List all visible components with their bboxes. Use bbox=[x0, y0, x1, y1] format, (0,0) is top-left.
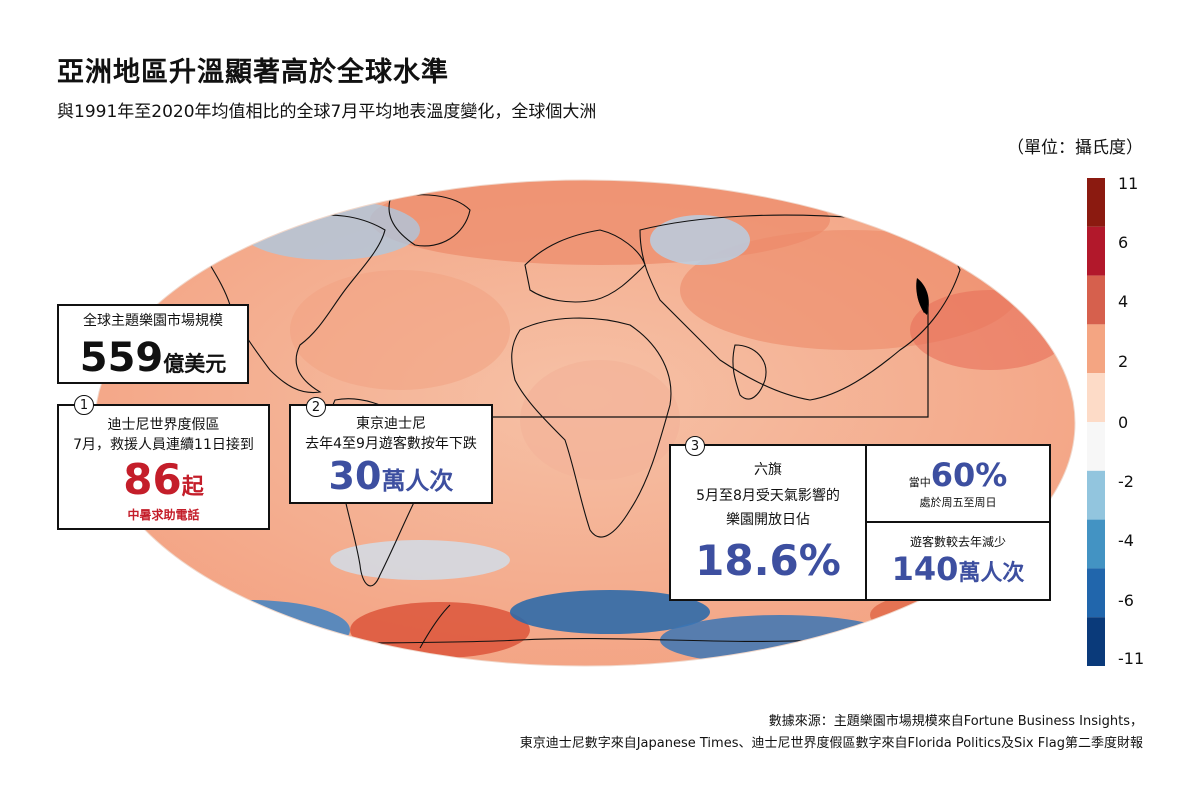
callout3-sub-b-row: 140萬人次 bbox=[867, 550, 1049, 588]
callout3-sub-b-unit: 萬人次 bbox=[958, 561, 1025, 586]
source-line-1: 數據來源：主題樂園市場規模來自Fortune Business Insights… bbox=[768, 714, 1143, 729]
page-subtitle: 與1991年至2020年均值相比的全球7月平均地表溫度變化，全球個大洲 bbox=[57, 102, 597, 122]
callout2-value: 30 bbox=[328, 454, 382, 498]
anomaly-patch bbox=[290, 270, 510, 390]
callout3-sub-a-note: 處於周五至周日 bbox=[919, 496, 997, 509]
callout3-number-badge: 3 bbox=[685, 436, 705, 456]
colorbar-seg bbox=[1087, 373, 1105, 422]
colorbar-seg bbox=[1087, 324, 1105, 374]
callout1-value-row: 86起 bbox=[59, 455, 268, 504]
callout2-line2: 去年4至9月遊客數按年下跌 bbox=[305, 436, 477, 452]
india-outline bbox=[732, 344, 767, 400]
antarctic-peninsula-outline bbox=[419, 604, 451, 649]
callout2-line1: 東京迪士尼 bbox=[356, 416, 426, 432]
callout-tokyo-disney: 東京迪士尼 去年4至9月遊客數按年下跌 30萬人次 bbox=[289, 404, 493, 504]
colorbar-seg bbox=[1087, 617, 1105, 666]
anomaly-patch bbox=[510, 590, 710, 634]
market-size-box: 全球主題樂園市場規模 559億美元 bbox=[57, 304, 249, 384]
market-size-label: 全球主題樂園市場規模 bbox=[83, 313, 223, 329]
market-size-unit: 億美元 bbox=[163, 352, 227, 376]
colorbar-seg bbox=[1087, 568, 1105, 618]
anomaly-patch bbox=[350, 602, 530, 658]
anomaly-patch bbox=[330, 540, 510, 580]
anomaly-patch bbox=[150, 600, 350, 660]
callout1-number-badge: 1 bbox=[74, 395, 94, 415]
callout3-sub-a-prefix: 當中 bbox=[908, 476, 931, 489]
callout3-line1: 六旗 bbox=[754, 462, 782, 478]
anomaly-patch bbox=[520, 360, 680, 480]
callout1-line1: 迪士尼世界度假區 bbox=[107, 417, 220, 433]
colorbar-tick: -6 bbox=[1118, 591, 1134, 610]
market-size-value-row: 559億美元 bbox=[59, 335, 247, 381]
callout3-line3: 樂園開放日佔 bbox=[726, 512, 810, 528]
colorbar bbox=[1087, 178, 1105, 666]
callout2-unit: 萬人次 bbox=[381, 467, 454, 495]
callout3-sub-a: 當中60% 處於周五至周日 bbox=[867, 446, 1049, 523]
colorbar-tick: -11 bbox=[1118, 649, 1145, 668]
colorbar-seg bbox=[1087, 275, 1105, 325]
anomaly-patch bbox=[650, 215, 750, 265]
callout2-value-row: 30萬人次 bbox=[291, 454, 491, 498]
callout1-line2: 7月，救援人員連續11日接到 bbox=[73, 437, 254, 453]
colorbar-seg bbox=[1087, 226, 1105, 276]
callout1-value: 86 bbox=[123, 455, 182, 504]
japan-highlight bbox=[916, 278, 929, 315]
callout3-sub-a-value: 60% bbox=[930, 456, 1008, 494]
anomaly-patch bbox=[240, 200, 420, 260]
callout-disney-world: 迪士尼世界度假區 7月，救援人員連續11日接到 86起 中暑求助電話 bbox=[57, 404, 270, 530]
market-size-value: 559 bbox=[79, 335, 164, 381]
greenland-outline bbox=[388, 194, 471, 247]
unit-label: （單位：攝氏度） bbox=[1007, 138, 1143, 158]
colorbar-seg bbox=[1087, 470, 1105, 520]
callout3-main: 六旗 5月至8月受天氣影響的 樂園開放日佔 18.6% bbox=[671, 446, 867, 599]
tokyo-connector-line bbox=[492, 305, 929, 418]
colorbar-tick: 11 bbox=[1118, 174, 1139, 193]
colorbar-tick: 0 bbox=[1118, 413, 1129, 432]
callout1-note: 中暑求助電話 bbox=[127, 508, 200, 522]
callout1-unit: 起 bbox=[181, 475, 204, 500]
colorbar-tick: 6 bbox=[1118, 233, 1129, 252]
colorbar-tick: -2 bbox=[1118, 472, 1134, 491]
africa-outline bbox=[511, 317, 672, 538]
callout-six-flags: 六旗 5月至8月受天氣影響的 樂園開放日佔 18.6% 當中60% 處於周五至周… bbox=[669, 444, 1051, 601]
callout3-sub-a-row: 當中60% bbox=[867, 456, 1049, 494]
colorbar-tick: 2 bbox=[1118, 352, 1129, 371]
colorbar-tick: 4 bbox=[1118, 292, 1129, 311]
anomaly-patch bbox=[910, 290, 1070, 370]
colorbar-seg bbox=[1087, 519, 1105, 569]
callout3-value: 18.6% bbox=[695, 536, 841, 585]
callout3-sub-b-label: 遊客數較去年減少 bbox=[909, 535, 1006, 549]
callout2-number-badge: 2 bbox=[306, 397, 326, 417]
colorbar-tick: -4 bbox=[1118, 531, 1134, 550]
callout3-line2: 5月至8月受天氣影響的 bbox=[696, 488, 840, 504]
page-title: 亞洲地區升溫顯著高於全球水準 bbox=[57, 57, 449, 88]
colorbar-seg bbox=[1087, 422, 1105, 471]
callout3-sub-b-value: 140 bbox=[891, 550, 959, 588]
source-line-2: 東京迪士尼數字來自Japanese Times、迪士尼世界度假區數字來自Flor… bbox=[519, 736, 1143, 751]
callout3-sub-b: 遊客數較去年減少 140萬人次 bbox=[867, 523, 1049, 599]
colorbar-seg bbox=[1087, 178, 1105, 227]
